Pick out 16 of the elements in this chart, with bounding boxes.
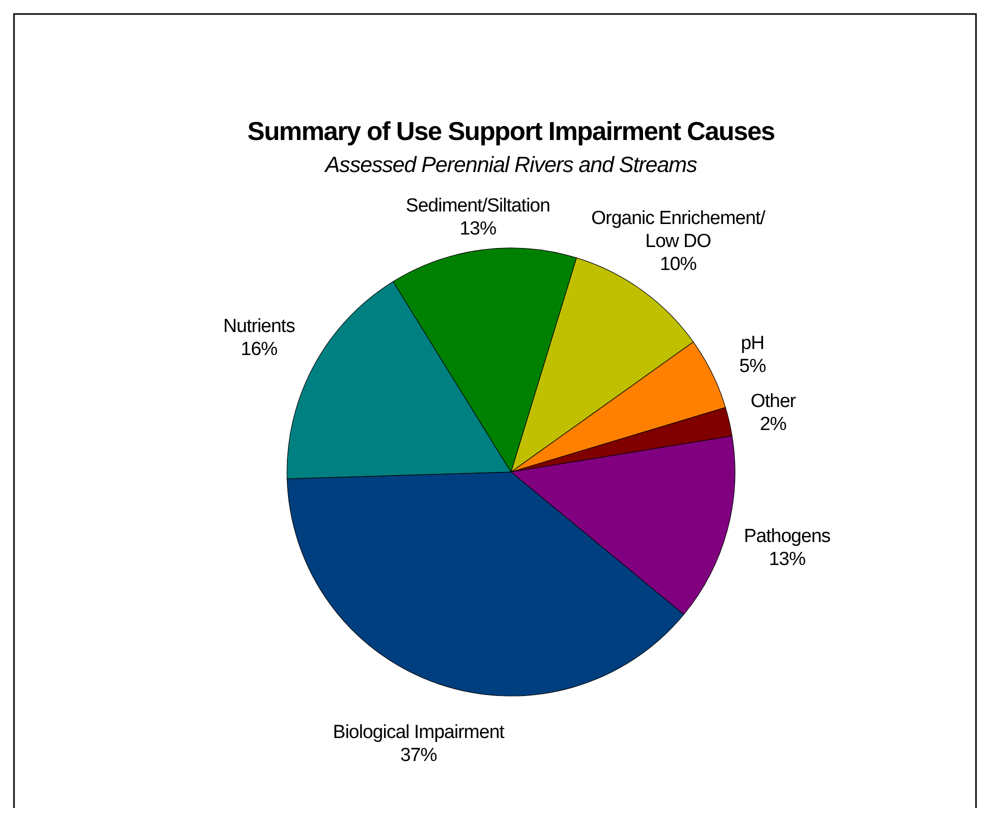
data-label: 13%: [460, 218, 497, 240]
data-label: 5%: [739, 356, 766, 378]
slice-label: pH: [740, 333, 764, 354]
slice-label: Other: [750, 390, 797, 412]
data-label: 16%: [240, 339, 278, 360]
slice-label: Pathogens: [744, 526, 830, 548]
data-label: 37%: [400, 745, 438, 766]
chart-subtitle: Assessed Perennial Rivers and Streams: [323, 152, 698, 177]
data-label: 10%: [660, 254, 697, 275]
data-label: 13%: [768, 549, 806, 570]
chart-title: Summary of Use Support Impairment Causes: [247, 116, 775, 146]
slice-label: Sediment/Siltation: [406, 196, 550, 217]
slice-label: Organic Enrichement/ Low DO: [591, 208, 766, 252]
data-label: 2%: [760, 414, 787, 435]
slice-label: Nutrients: [223, 316, 295, 338]
slice-label: Biological Impairment: [332, 722, 506, 744]
